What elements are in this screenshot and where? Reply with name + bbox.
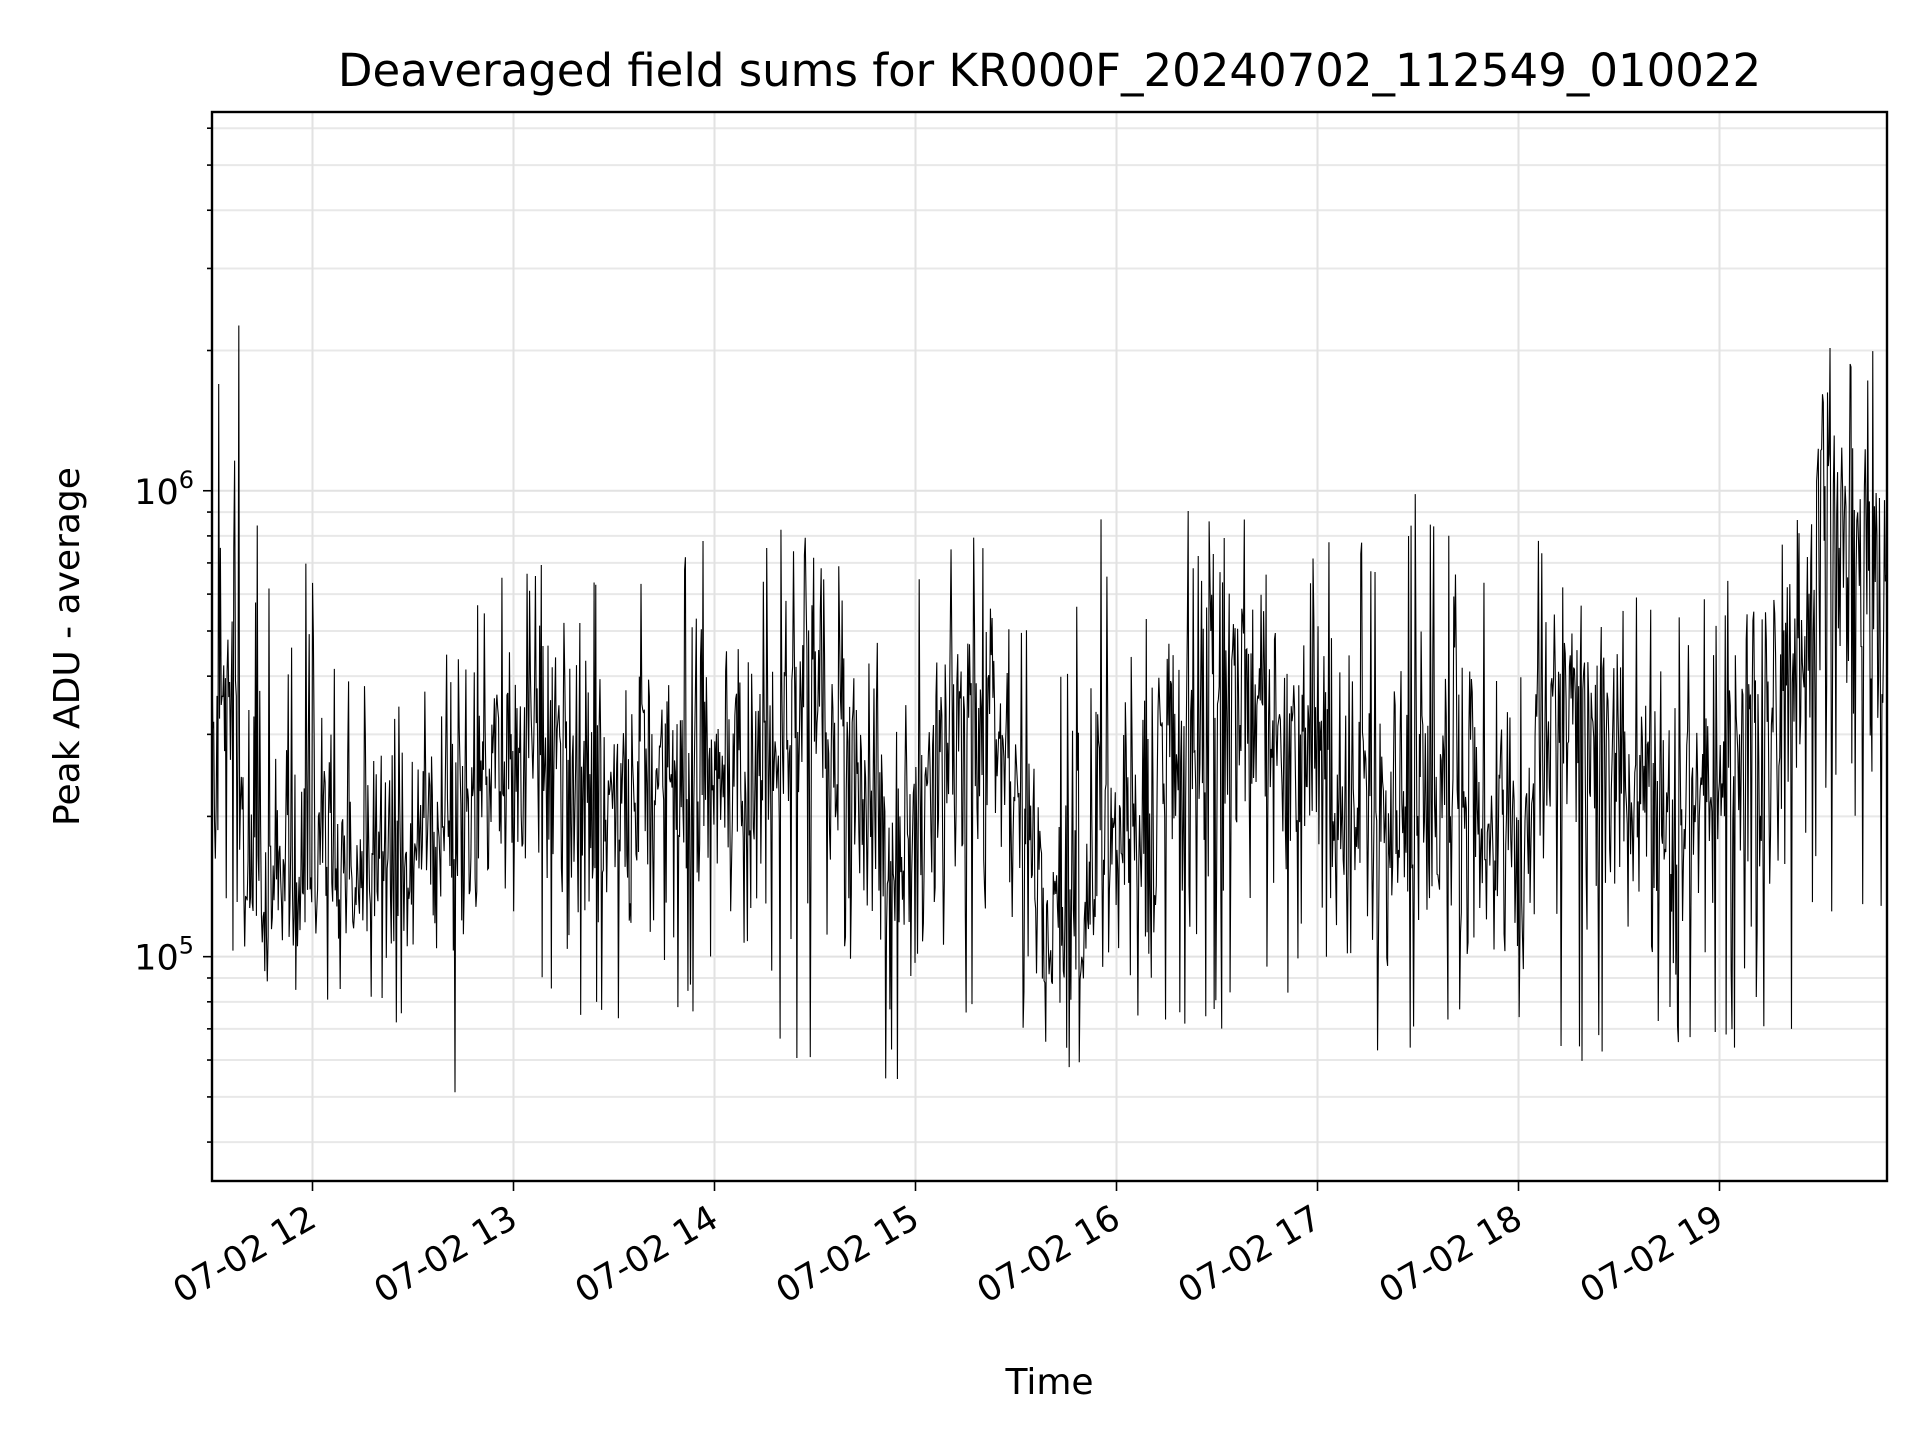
series-layer [211, 325, 1888, 1093]
data-series-line [211, 325, 1888, 1093]
y-tick-label: 106 [134, 466, 194, 513]
y-axis-label: Peak ADU - average [47, 467, 88, 826]
x-axis-label: Time [1004, 1362, 1093, 1403]
y-tick-label: 105 [134, 932, 194, 979]
plot-frame [210, 110, 1889, 1183]
chart-title: Deaveraged field sums for KR000F_2024070… [338, 44, 1761, 97]
